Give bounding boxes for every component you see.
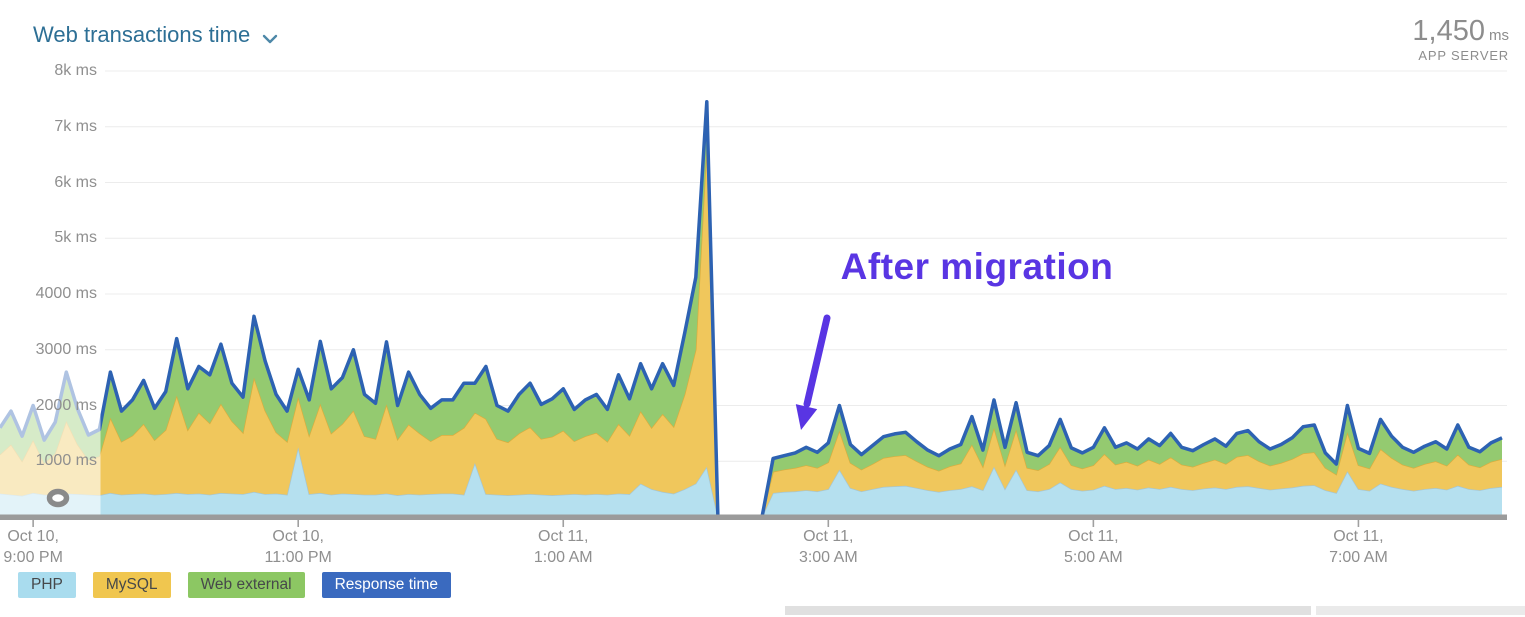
- x-tick-label: Oct 10, 11:00 PM: [264, 528, 332, 566]
- legend-chip-web-external[interactable]: Web external: [187, 572, 305, 598]
- x-tick-label: Oct 11, 3:00 AM: [798, 528, 858, 566]
- y-tick-label: 7k ms: [54, 117, 97, 135]
- area-mysql: [0, 143, 1502, 517]
- horizontal-scrollbar-thumb[interactable]: [785, 606, 1311, 615]
- y-tick-label: 4000 ms: [35, 285, 97, 302]
- metric-label: APP SERVER: [1418, 48, 1509, 63]
- annotation-after-migration: After migration: [840, 246, 1114, 287]
- area-php: [0, 447, 1502, 517]
- y-tick-label: 6k ms: [54, 173, 97, 191]
- legend-chip-php[interactable]: PHP: [18, 572, 76, 598]
- metric-value: 1,450: [1412, 15, 1485, 47]
- y-tick-label: 8k ms: [54, 62, 97, 79]
- chart-title-dropdown[interactable]: Web transactions time: [33, 20, 278, 50]
- legend-chip-mysql[interactable]: MySQL: [92, 572, 171, 598]
- chevron-down-icon: [262, 24, 278, 50]
- y-tick-label: 2000 ms: [35, 396, 97, 414]
- y-tick-label: 5k ms: [54, 229, 97, 247]
- y-tick-label: 1000 ms: [35, 452, 97, 470]
- annotation-arrow-head: [795, 404, 818, 430]
- x-axis-bar: [0, 514, 1507, 520]
- window-drag-handle[interactable]: [46, 488, 70, 508]
- chart-title: Web transactions time: [33, 22, 251, 47]
- x-tick-label: Oct 11, 1:00 AM: [533, 528, 593, 566]
- x-tick-label: Oct 11, 7:00 AM: [1329, 528, 1388, 566]
- x-tick-label: Oct 11, 5:00 AM: [1064, 528, 1123, 566]
- annotation-arrow-shaft: [803, 314, 831, 408]
- y-tick-label: 3000 ms: [35, 340, 97, 358]
- metric-unit: ms: [1489, 27, 1509, 44]
- horizontal-scrollbar-track[interactable]: [1316, 606, 1525, 615]
- faded-window-overlay: [0, 64, 101, 515]
- current-metric: 1,450 ms APP SERVER: [1412, 16, 1509, 63]
- plot-area[interactable]: [0, 0, 1525, 565]
- area-web-external: [0, 101, 1502, 517]
- legend-chip-response-time[interactable]: Response time: [321, 572, 451, 598]
- x-tick-label: Oct 10, 9:00 PM: [3, 528, 63, 566]
- chart-legend: PHP MySQL Web external Response time: [18, 572, 451, 598]
